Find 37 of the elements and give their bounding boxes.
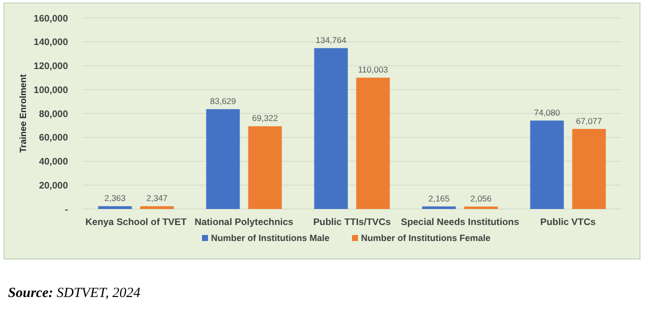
y-tick-label: 20,000 bbox=[38, 180, 68, 192]
data-label: 83,629 bbox=[210, 96, 236, 106]
x-tick-label: National Polytechnics bbox=[194, 217, 294, 228]
x-tick-label: Public VTCs bbox=[540, 217, 596, 228]
data-label: 2,056 bbox=[470, 194, 492, 204]
y-tick-label: 60,000 bbox=[38, 132, 68, 144]
y-tick-label: 100,000 bbox=[34, 84, 68, 96]
data-label: 74,080 bbox=[534, 108, 560, 118]
data-label: 2,363 bbox=[104, 193, 126, 204]
bar bbox=[572, 128, 606, 209]
y-tick-label: - bbox=[64, 204, 68, 216]
legend-label: Number of Institutions Male bbox=[211, 233, 330, 243]
y-tick-label: 80,000 bbox=[38, 108, 68, 120]
source-note: Source: SDTVET, 2024 bbox=[8, 286, 140, 301]
bar bbox=[140, 206, 174, 209]
bar bbox=[206, 109, 240, 209]
legend-label: Number of Institutions Female bbox=[361, 233, 491, 243]
y-axis-title: Trainee Enrolment bbox=[18, 74, 28, 153]
x-tick-label: Kenya School of TVET bbox=[85, 217, 187, 228]
data-label: 110,003 bbox=[358, 64, 388, 75]
y-tick-label: 40,000 bbox=[38, 156, 68, 168]
data-label: 69,322 bbox=[252, 113, 278, 124]
y-tick-label: 140,000 bbox=[34, 37, 68, 48]
data-label: 2,347 bbox=[146, 193, 168, 204]
y-tick-label: 160,000 bbox=[34, 13, 68, 24]
bar bbox=[314, 48, 348, 209]
bar bbox=[248, 126, 282, 209]
x-tick-label: Public TTIs/TVCs bbox=[313, 217, 391, 228]
data-label: 2,165 bbox=[428, 193, 450, 204]
bar bbox=[356, 78, 390, 209]
bar bbox=[422, 206, 456, 209]
bar bbox=[98, 206, 132, 209]
x-tick-label: Special Needs Institutions bbox=[400, 217, 520, 228]
bar bbox=[530, 120, 564, 209]
data-label: 67,077 bbox=[576, 116, 602, 126]
y-tick-label: 120,000 bbox=[34, 61, 68, 72]
data-label: 134,764 bbox=[316, 35, 347, 46]
